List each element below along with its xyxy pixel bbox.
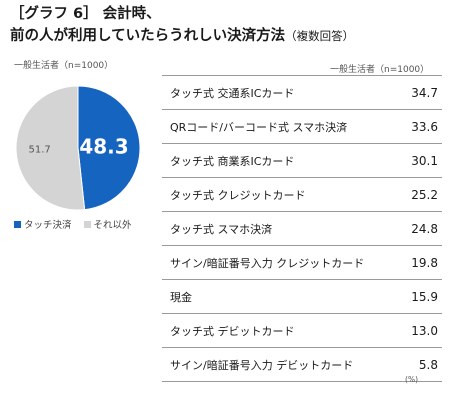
row-label: タッチ式 交通系ICカード (170, 86, 295, 100)
legend-label-other: それ以外 (93, 220, 132, 231)
table-row: サイン/暗証番号入力 クレジットカード 19.8 (162, 246, 442, 280)
row-label: タッチ式 スマホ決済 (170, 222, 273, 236)
table-row: サイン/暗証番号入力 デビットカード 5.8 (162, 348, 442, 382)
row-label: サイン/暗証番号入力 クレジットカード (170, 256, 365, 270)
pie-value-label-0: 48.3 (79, 135, 128, 159)
row-label: サイン/暗証番号入力 デビットカード (170, 358, 354, 372)
pie-slice-0 (77, 85, 141, 211)
legend-swatch-other (83, 220, 91, 228)
unit-label: (%) (405, 375, 418, 384)
pie-chart: 48.3 51.7 (15, 85, 141, 211)
table-row: タッチ式 交通系ICカード 34.7 (162, 75, 442, 110)
table-row: 現金 15.9 (162, 280, 442, 314)
row-value: 13.0 (411, 323, 438, 338)
row-value: 25.2 (411, 187, 438, 202)
table-row: タッチ式 スマホ決済 24.8 (162, 212, 442, 246)
row-label: 現金 (170, 290, 192, 304)
legend-swatch-touch (14, 220, 21, 228)
legend-item-other: それ以外 (83, 217, 132, 231)
title-main: 前の人が利用していたらうれしい決済方法 (10, 28, 286, 44)
payment-table: タッチ式 交通系ICカード 34.7 QRコード/バーコード式 スマホ決済 33.6 タ… (162, 75, 442, 382)
row-value: 30.1 (411, 153, 438, 168)
row-value: 15.9 (411, 289, 438, 304)
title-line-1: ［グラフ 6］ 会計時、 (10, 6, 161, 22)
pie-value-label-1: 51.7 (28, 145, 50, 156)
table-row: タッチ式 デビットカード 13.0 (162, 314, 442, 348)
table-row: タッチ式 クレジットカード 25.2 (162, 178, 442, 212)
row-label: タッチ式 クレジットカード (170, 188, 306, 202)
table-row: QRコード/バーコード式 スマホ決済 33.6 (162, 110, 442, 144)
table-sample-label: 一般生活者（n=1000） (330, 65, 430, 75)
legend-item-touch: タッチ決済 (14, 217, 72, 231)
row-label: タッチ式 デビットカード (170, 324, 295, 338)
row-value: 19.8 (411, 255, 438, 270)
chart-title: ［グラフ 6］ 会計時、 前の人が利用していたらうれしい決済方法（複数回答） (10, 3, 354, 47)
title-line-2: 前の人が利用していたらうれしい決済方法（複数回答） (10, 25, 354, 47)
row-value: 24.8 (411, 221, 438, 236)
table-row: タッチ式 商業系ICカード 30.1 (162, 144, 442, 178)
legend-label-touch: タッチ決済 (24, 220, 72, 231)
title-note: （複数回答） (285, 29, 355, 43)
pie-sample-label: 一般生活者（n=1000） (14, 61, 114, 71)
row-label: タッチ式 商業系ICカード (170, 154, 295, 168)
row-label: QRコード/バーコード式 スマホ決済 (170, 120, 348, 134)
row-value: 5.8 (418, 357, 438, 372)
row-value: 33.6 (411, 119, 438, 134)
pie-legend: タッチ決済 それ以外 (14, 217, 132, 231)
row-value: 34.7 (411, 85, 438, 100)
pie-slice-1 (15, 85, 86, 211)
